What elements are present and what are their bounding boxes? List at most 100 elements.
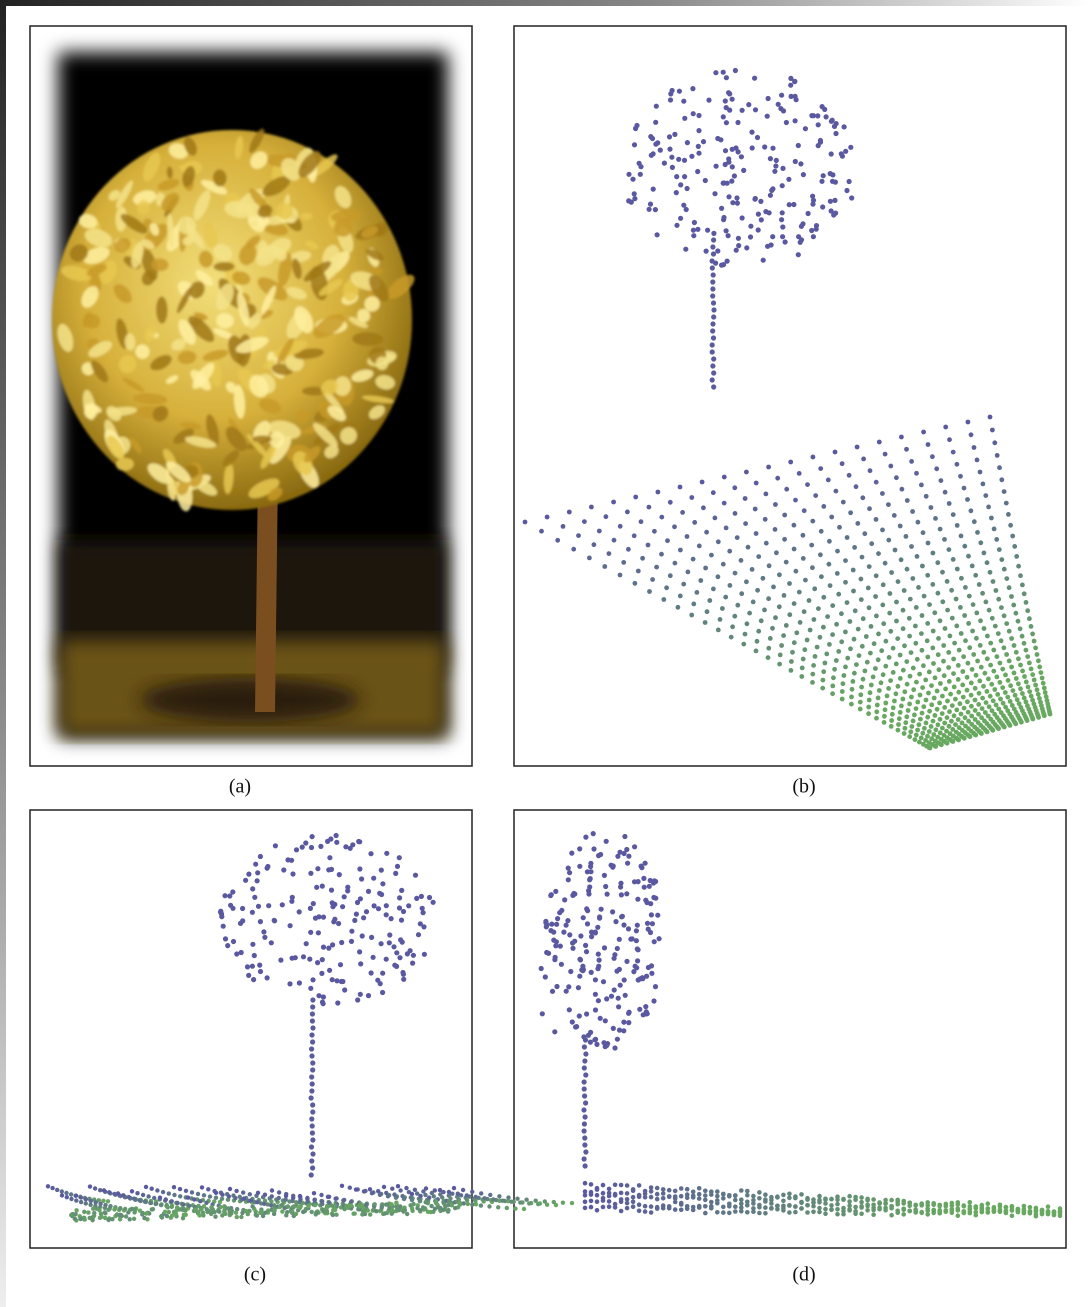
- point: [938, 618, 943, 623]
- point: [907, 1209, 912, 1214]
- point: [638, 172, 643, 177]
- point: [996, 726, 1001, 731]
- point: [867, 605, 872, 610]
- point: [811, 1210, 816, 1215]
- point: [69, 1192, 73, 1196]
- point: [935, 689, 940, 694]
- point: [793, 159, 798, 164]
- point: [607, 1194, 612, 1199]
- point: [588, 869, 593, 874]
- point: [942, 721, 947, 726]
- point: [1042, 713, 1047, 718]
- point: [351, 1212, 355, 1216]
- point: [836, 649, 841, 654]
- point: [868, 690, 873, 695]
- point: [584, 1011, 589, 1016]
- point: [400, 940, 405, 945]
- point: [659, 552, 664, 557]
- point: [725, 259, 730, 264]
- point: [321, 1001, 326, 1006]
- point: [1013, 721, 1018, 726]
- point: [1025, 718, 1030, 723]
- point: [50, 1186, 54, 1190]
- point: [950, 1209, 955, 1214]
- point: [965, 699, 970, 704]
- point: [704, 249, 709, 254]
- point: [342, 894, 347, 899]
- point: [975, 458, 980, 463]
- point: [625, 1201, 630, 1206]
- point: [710, 244, 715, 249]
- point: [368, 1187, 372, 1191]
- point: [727, 1194, 732, 1199]
- point: [310, 1039, 315, 1044]
- point: [588, 1030, 593, 1035]
- point: [853, 1212, 858, 1217]
- point: [778, 106, 783, 111]
- point: [716, 628, 721, 633]
- point: [431, 900, 436, 905]
- point: [894, 691, 899, 696]
- point: [873, 666, 878, 671]
- point: [291, 1196, 295, 1200]
- point: [566, 984, 571, 989]
- point: [691, 233, 696, 238]
- point: [965, 675, 970, 680]
- point: [313, 1198, 317, 1202]
- point: [187, 1204, 191, 1208]
- point: [781, 1208, 786, 1213]
- point: [647, 207, 652, 212]
- point: [646, 543, 651, 548]
- point: [685, 186, 690, 191]
- point: [889, 1198, 894, 1203]
- point: [967, 645, 972, 650]
- point: [963, 715, 968, 720]
- point: [904, 659, 909, 664]
- point: [550, 989, 555, 994]
- point: [648, 878, 653, 883]
- point: [321, 1208, 325, 1212]
- point: [951, 557, 956, 562]
- point: [355, 900, 360, 905]
- point: [619, 1183, 624, 1188]
- point: [896, 728, 901, 733]
- point: [401, 1209, 405, 1213]
- point: [889, 718, 894, 723]
- point: [775, 1207, 780, 1212]
- point: [931, 732, 936, 737]
- point: [778, 653, 783, 658]
- point: [543, 974, 548, 979]
- point: [673, 1200, 678, 1205]
- point: [308, 986, 313, 991]
- point: [779, 217, 784, 222]
- point: [991, 698, 996, 703]
- point: [920, 731, 925, 736]
- point: [661, 1187, 666, 1192]
- point: [631, 1204, 636, 1209]
- point: [630, 936, 635, 941]
- point: [918, 693, 923, 698]
- point: [726, 233, 731, 238]
- point: [833, 211, 838, 216]
- point: [618, 573, 623, 578]
- point: [912, 713, 917, 718]
- point: [258, 969, 263, 974]
- point: [913, 1203, 918, 1208]
- point: [908, 729, 913, 734]
- point: [362, 1189, 366, 1193]
- point: [626, 172, 631, 177]
- point: [358, 961, 363, 966]
- point: [793, 1210, 798, 1215]
- point: [679, 1202, 684, 1207]
- point: [987, 608, 992, 613]
- point: [829, 515, 834, 520]
- point: [973, 686, 978, 691]
- point: [898, 676, 903, 681]
- point: [769, 1201, 774, 1206]
- point: [208, 1194, 212, 1198]
- point: [273, 843, 278, 848]
- point: [947, 437, 952, 442]
- point: [751, 600, 756, 605]
- point: [623, 993, 628, 998]
- point: [593, 930, 598, 935]
